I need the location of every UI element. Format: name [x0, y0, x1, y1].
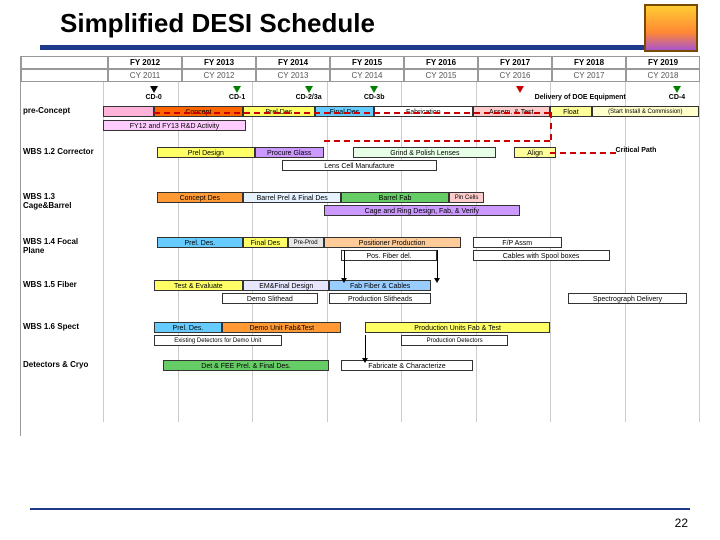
fy-header: FY 2012	[108, 56, 182, 69]
fy-header: FY 2019	[626, 56, 700, 69]
row-label: WBS 1.5 Fiber	[23, 280, 101, 289]
gantt-bar: Barrel Fab	[341, 192, 448, 203]
fy-header: FY 2017	[478, 56, 552, 69]
gantt-bar: Prel. Des.	[157, 237, 243, 248]
gantt-bar: Prel Design	[157, 147, 255, 158]
gantt-bar	[103, 106, 154, 117]
gantt-bar: Pre-Prod	[288, 237, 324, 248]
dependency-arrow	[437, 250, 438, 279]
milestone-marker	[233, 86, 241, 93]
gantt-bar: Concept Des	[157, 192, 243, 203]
critical-path	[324, 140, 550, 142]
footer-line	[30, 508, 690, 510]
chart-grid: pre-Concept WBS 1.2 Corrector WBS 1.3 Cage…	[21, 82, 700, 422]
row-label: WBS 1.4 Focal Plane	[23, 237, 101, 255]
gantt-bar: Prel. Des.	[154, 322, 223, 333]
cy-header: CY 2016	[478, 69, 552, 82]
milestone-label: CD-3b	[364, 94, 385, 101]
gantt-bar: Production Units Fab & Test	[365, 322, 550, 333]
milestone-marker	[305, 86, 313, 93]
gantt-bar: Production Detectors	[401, 335, 508, 346]
cy-header: CY 2012	[182, 69, 256, 82]
gantt-bar: EM&Final Design	[243, 280, 329, 291]
milestone-label: CD-2/3a	[296, 94, 322, 101]
cy-header: CY 2017	[552, 69, 626, 82]
dependency-arrow	[344, 250, 345, 279]
gantt-bar: Final Des	[243, 237, 288, 248]
gantt-bar: (Start Install & Commission)	[592, 106, 699, 117]
gantt-bar: Cables with Spool boxes	[473, 250, 610, 261]
gantt-bar: Test & Evaluate	[154, 280, 243, 291]
gantt-bar: Float	[550, 106, 592, 117]
critical-path	[550, 152, 616, 154]
fy-header: FY 2018	[552, 56, 626, 69]
gantt-bar: Det & FEE Prel. & Final Des.	[163, 360, 330, 371]
cy-header: CY 2014	[330, 69, 404, 82]
gantt-bar: Lens Cell Manufacture	[282, 160, 437, 171]
critical-path	[154, 112, 550, 114]
milestone-label: CD-0	[145, 94, 161, 101]
row-label: WBS 1.6 Spect	[23, 322, 101, 331]
gantt-bar: Spectrograph Delivery	[568, 293, 687, 304]
fy-header: FY 2014	[256, 56, 330, 69]
gantt-bar: Procure Glass	[255, 147, 324, 158]
row-label: Detectors & Cryo	[23, 360, 101, 369]
row-label: pre-Concept	[23, 106, 101, 115]
milestone-label: CD-4	[669, 94, 685, 101]
critical-path	[550, 112, 552, 140]
milestone-label: Delivery of DOE Equipment	[535, 94, 626, 101]
critical-path-label: Critical Path	[616, 147, 657, 154]
milestone-marker	[673, 86, 681, 93]
gantt-bar: Cage and Ring Design, Fab, & Verify	[324, 205, 521, 216]
gantt-chart: FY 2012FY 2013FY 2014FY 2015FY 2016FY 20…	[20, 56, 700, 436]
fy-year-row: FY 2012FY 2013FY 2014FY 2015FY 2016FY 20…	[21, 56, 700, 69]
gantt-bar: Pos. Fiber del.	[341, 250, 436, 261]
title-underline	[40, 45, 680, 50]
page-title: Simplified DESI Schedule	[60, 8, 700, 39]
milestone-label: CD-1	[229, 94, 245, 101]
dependency-arrow	[365, 335, 366, 359]
cy-header: CY 2013	[256, 69, 330, 82]
fy-header: FY 2015	[330, 56, 404, 69]
gantt-bar: Positioner Production	[324, 237, 461, 248]
gantt-bar: FY12 and FY13 R&D Activity	[103, 120, 246, 131]
gantt-bar: Barrel Prel & Final Des	[243, 192, 341, 203]
gantt-bar: Existing Detectors for Demo Unit	[154, 335, 282, 346]
cy-header: CY 2018	[626, 69, 700, 82]
gantt-bar: Fabricate & Characterize	[341, 360, 472, 371]
gantt-bar: Production Slitheads	[329, 293, 430, 304]
gantt-bar: Demo Unit Fab&Test	[222, 322, 341, 333]
row-label: WBS 1.3 Cage&Barrel	[23, 192, 101, 210]
milestone-marker	[150, 86, 158, 93]
fy-header: FY 2013	[182, 56, 256, 69]
logo-icon	[644, 4, 698, 52]
cy-year-row: CY 2011CY 2012CY 2013CY 2014CY 2015CY 20…	[21, 69, 700, 82]
page-number: 22	[675, 516, 688, 530]
milestone-marker	[516, 86, 524, 93]
milestone-marker	[370, 86, 378, 93]
cy-header: CY 2011	[108, 69, 182, 82]
gantt-bar: Pin Cells	[449, 192, 485, 203]
fy-header: FY 2016	[404, 56, 478, 69]
cy-header: CY 2015	[404, 69, 478, 82]
gantt-bar: Grind & Polish Lenses	[353, 147, 496, 158]
gantt-bar: F/P Assm	[473, 237, 562, 248]
row-label: WBS 1.2 Corrector	[23, 147, 101, 156]
gantt-bar: Demo Slithead	[222, 293, 317, 304]
